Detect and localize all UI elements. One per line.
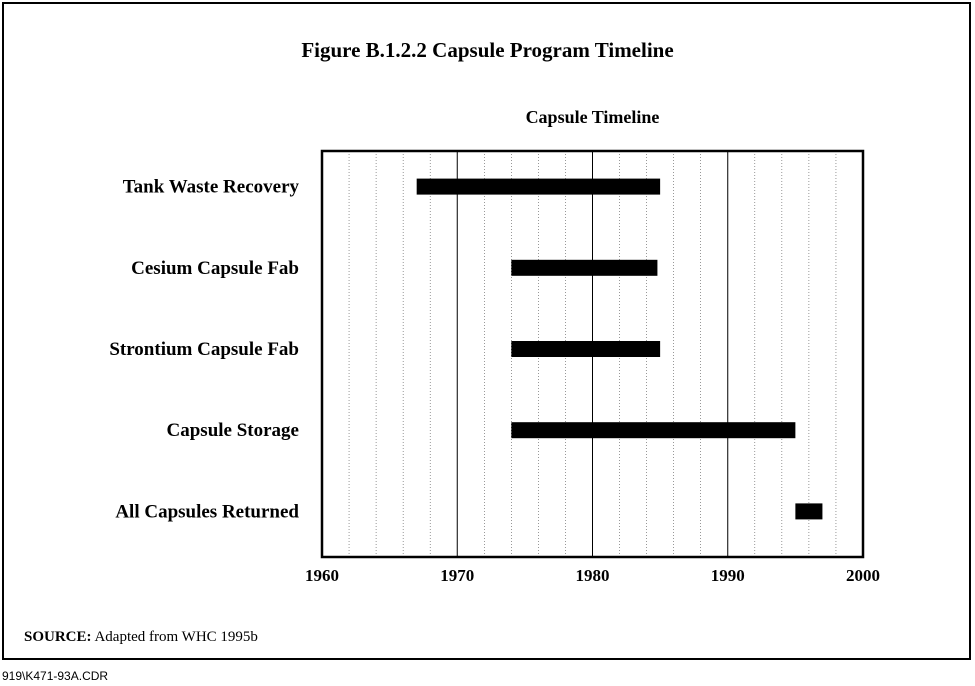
timeline-bar <box>511 259 658 276</box>
timeline-bar <box>511 341 661 357</box>
figure-frame <box>2 2 971 660</box>
x-tick-label: 1990 <box>711 566 745 585</box>
category-label: Capsule Storage <box>167 420 299 441</box>
source-note: SOURCE: Adapted from WHC 1995b <box>24 629 258 646</box>
plot-area-border <box>320 149 865 559</box>
source-label: SOURCE: <box>24 629 92 645</box>
category-label: All Capsules Returned <box>115 501 299 522</box>
timeline-bar <box>511 422 796 439</box>
x-tick-label: 2000 <box>846 566 880 585</box>
timeline-bar <box>795 503 823 520</box>
x-tick-label: 1960 <box>305 566 339 585</box>
x-tick-label: 1980 <box>576 566 610 585</box>
source-text: Adapted from WHC 1995b <box>94 629 258 645</box>
x-tick-label: 1970 <box>440 566 474 585</box>
figure-title: Figure B.1.2.2 Capsule Program Timeline <box>301 38 674 62</box>
file-code: 919\K471-93A.CDR <box>2 669 109 683</box>
category-label: Tank Waste Recovery <box>123 177 300 198</box>
category-label: Cesium Capsule Fab <box>131 258 299 279</box>
chart-title: Capsule Timeline <box>525 107 660 127</box>
category-label: Strontium Capsule Fab <box>109 339 299 360</box>
timeline-bar <box>416 178 661 195</box>
